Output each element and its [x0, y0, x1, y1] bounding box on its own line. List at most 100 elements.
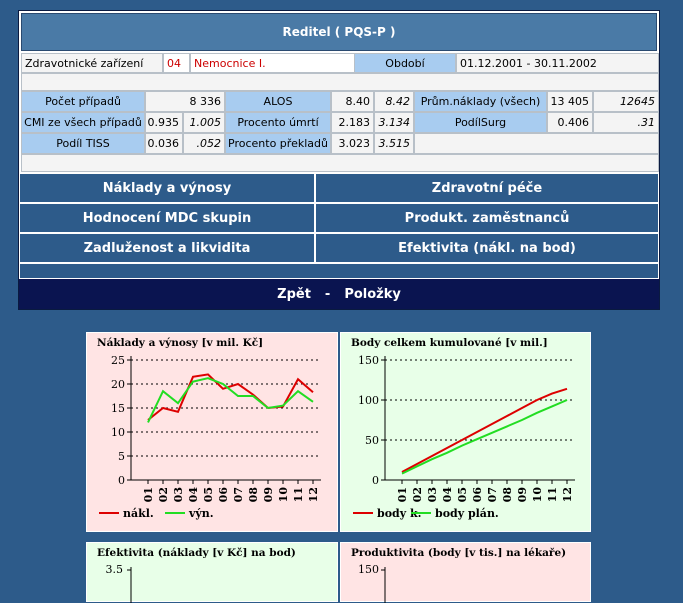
y-tick-label: 10 [111, 426, 125, 439]
x-tick-label: 07 [232, 487, 245, 502]
tiss-compare: .052 [183, 133, 225, 154]
cmi-value: 0.935 [145, 112, 183, 133]
items-link[interactable]: Položky [344, 286, 401, 302]
chart-title: Náklady a výnosy [v mil. Kč] [97, 337, 264, 349]
nav-mdc-button[interactable]: Hodnocení MDC skupin [19, 203, 315, 233]
facility-name: Nemocnice I. [190, 53, 373, 73]
x-tick-label: 09 [516, 487, 529, 502]
preklad-label: Procento překladů [225, 133, 331, 154]
tiss-label: Podíl TISS [21, 133, 145, 154]
facility-code: 04 [163, 53, 190, 73]
prum-label: Prům.náklady (všech) [414, 91, 547, 112]
x-tick-label: 08 [247, 487, 260, 503]
nav-produkt-button[interactable]: Produkt. zaměstnanců [315, 203, 659, 233]
x-tick-label: 07 [486, 487, 499, 502]
alos-value: 8.40 [331, 91, 374, 112]
x-tick-label: 02 [411, 487, 424, 502]
x-tick-label: 01 [142, 487, 155, 502]
nav-spacer [19, 263, 659, 279]
pocet-value: 8 336 [145, 91, 225, 112]
y-tick-label: 25 [111, 354, 125, 367]
legend-label: body k. [377, 507, 421, 520]
series-line [401, 387, 568, 473]
x-tick-label: 11 [546, 487, 559, 502]
x-tick-label: 08 [501, 487, 514, 503]
alos-label: ALOS [225, 91, 331, 112]
series-line [147, 373, 314, 421]
chart-svg: 0 50 100 150 01 02 03 04 05 06 07 08 09 10 11 12 body k.… [353, 354, 575, 520]
footer-separator: - [324, 286, 331, 302]
legend-label: body plán. [435, 507, 499, 520]
alos-compare: 8.42 [374, 91, 414, 112]
series-line [401, 399, 568, 475]
x-tick-label: 03 [172, 487, 185, 502]
nav-efektivita-button[interactable]: Efektivita (nákl. na bod) [315, 233, 659, 263]
tiss-value: 0.036 [145, 133, 183, 154]
chart-title: Body celkem kumulované [v mil.] [351, 337, 548, 349]
x-tick-label: 05 [456, 487, 469, 502]
x-tick-label: 02 [157, 487, 170, 502]
chart-produktivita: Produktivita (body [v tis.] na lékaře) 1… [340, 542, 591, 603]
spacer-row [21, 154, 659, 172]
legend-label: výn. [188, 507, 214, 520]
empty-cell [414, 133, 659, 154]
x-tick-label: 04 [441, 487, 454, 503]
umrti-compare: 3.134 [374, 112, 414, 133]
preklad-value: 3.023 [331, 133, 374, 154]
x-tick-label: 06 [471, 487, 484, 503]
y-tick: 150 [358, 563, 379, 576]
x-tick-label: 05 [202, 487, 215, 502]
y-tick-label: 0 [372, 474, 379, 487]
x-tick-label: 03 [426, 487, 439, 502]
pocet-label: Počet případů [21, 91, 145, 112]
x-tick-label: 04 [187, 487, 200, 503]
chart-title: Efektivita (náklady [v Kč] na bod) [97, 547, 296, 559]
y-tick-label: 50 [365, 434, 379, 447]
cmi-label: CMI ze všech případů [21, 112, 145, 133]
main-panel: Reditel ( PQS-P ) Zdravotnické zařízení … [18, 10, 660, 310]
prum-value: 13 405 [547, 91, 593, 112]
series-line [147, 377, 314, 423]
surg-compare: .31 [593, 112, 659, 133]
surg-label: PodílSurg [414, 112, 547, 133]
chart-title: Produktivita (body [v tis.] na lékaře) [351, 547, 567, 559]
nav-pece-button[interactable]: Zdravotní péče [315, 173, 659, 203]
spacer-row [21, 73, 659, 91]
page-title: Reditel ( PQS-P ) [21, 13, 657, 51]
y-tick-label: 20 [111, 378, 125, 391]
chart-body-kumulovane: Body celkem kumulované [v mil.] 0 50 100 15… [340, 332, 591, 532]
surg-value: 0.406 [547, 112, 593, 133]
x-tick-label: 09 [262, 487, 275, 502]
back-link[interactable]: Zpět [277, 286, 311, 302]
period-value: 01.12.2001 - 30.11.2002 [456, 53, 659, 73]
prum-compare: 12645 [593, 91, 659, 112]
x-tick-label: 10 [531, 487, 544, 503]
chart-svg: 3.5 [106, 563, 132, 603]
y-tick-label: 0 [118, 474, 125, 487]
y-tick: 3.5 [106, 563, 124, 576]
nav-zadluzenost-button[interactable]: Zadluženost a likvidita [19, 233, 315, 263]
x-tick-label: 12 [307, 487, 320, 502]
umrti-label: Procento úmrtí [225, 112, 331, 133]
footer-bar: Zpět - Položky [19, 279, 659, 309]
x-tick-label: 12 [561, 487, 574, 502]
facility-label: Zdravotnické zařízení [21, 53, 163, 73]
x-tick-label: 06 [217, 487, 230, 503]
preklad-compare: 3.515 [374, 133, 414, 154]
x-tick-label: 11 [292, 487, 305, 502]
x-tick-label: 10 [277, 487, 290, 503]
y-tick-label: 15 [111, 402, 125, 415]
umrti-value: 2.183 [331, 112, 374, 133]
y-tick-label: 150 [358, 354, 379, 367]
y-tick-label: 5 [118, 450, 125, 463]
y-tick-label: 100 [358, 394, 379, 407]
period-label: Období [354, 53, 456, 73]
chart-svg: 150 [358, 563, 386, 603]
chart-naklady-vynosy: Náklady a výnosy [v mil. Kč] 0 5 10 15 20 25 0… [86, 332, 338, 532]
x-tick-label: 01 [396, 487, 409, 502]
legend-label: nákl. [123, 507, 154, 520]
cmi-compare: 1.005 [183, 112, 225, 133]
nav-naklady-button[interactable]: Náklady a výnosy [19, 173, 315, 203]
chart-efektivita: Efektivita (náklady [v Kč] na bod) 3.5 [86, 542, 338, 603]
